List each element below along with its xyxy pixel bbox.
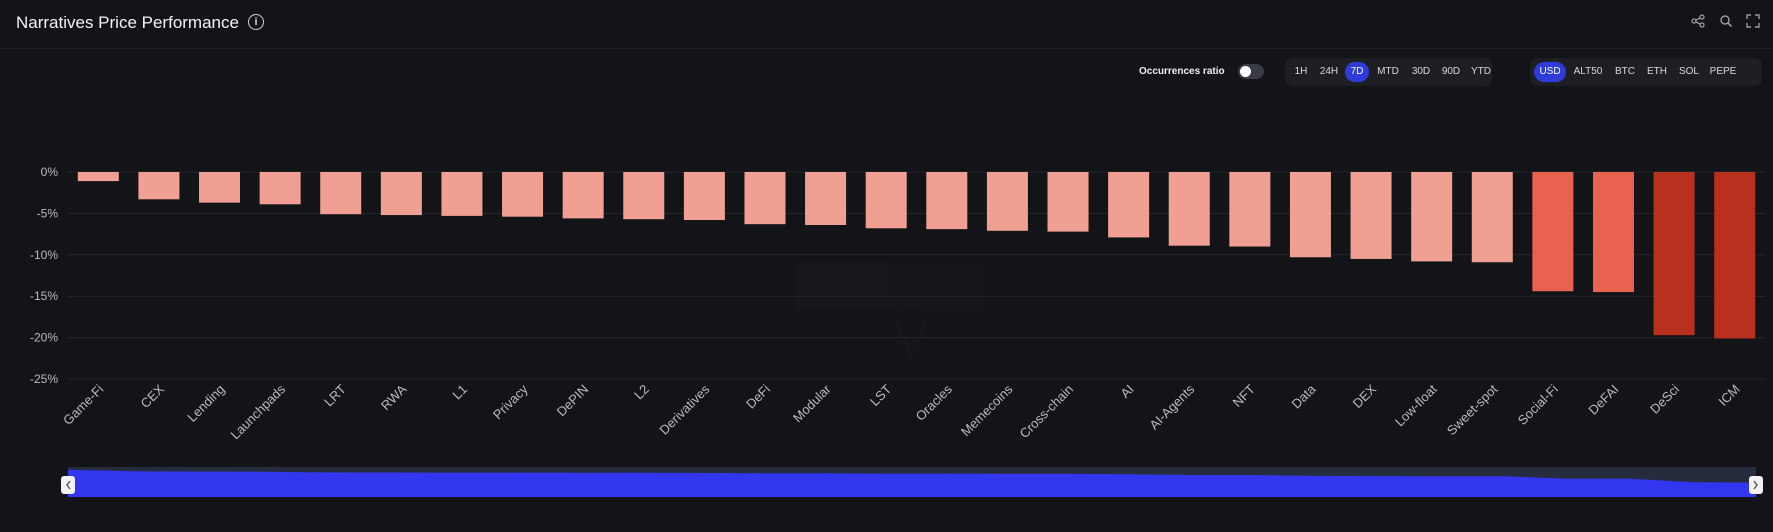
bar-rwa[interactable] bbox=[380, 172, 422, 216]
currency-button-eth[interactable]: ETH bbox=[1647, 66, 1667, 77]
bar-data[interactable] bbox=[1289, 172, 1331, 258]
timeframe-button-24h[interactable]: 24H bbox=[1319, 66, 1339, 77]
y-tick-label: 0% bbox=[41, 165, 59, 179]
currency-button-btc[interactable]: BTC bbox=[1615, 66, 1635, 77]
bar-low-float[interactable] bbox=[1411, 172, 1453, 262]
y-labels-layer: 0% -5% -10% -15% -20% -25% bbox=[30, 165, 58, 386]
x-tick-label: Lending bbox=[184, 382, 227, 425]
timeframe-selector bbox=[1285, 58, 1492, 86]
x-tick-label: DeSci bbox=[1647, 381, 1682, 416]
x-tick-label: LRT bbox=[321, 381, 349, 409]
timeframe-button-30d[interactable]: 30D bbox=[1411, 66, 1431, 77]
x-tick-label: Derivatives bbox=[656, 381, 712, 437]
bar-game-fi[interactable] bbox=[77, 172, 119, 182]
x-labels-layer: Game-Fi CEX Lending Launchpads LRT RWA L1 Priva… bbox=[60, 381, 1743, 442]
y-tick-label: -25% bbox=[30, 372, 58, 386]
bar-dex[interactable] bbox=[1350, 172, 1392, 259]
bar-lst[interactable] bbox=[865, 172, 907, 229]
navigator-handle-left[interactable] bbox=[61, 476, 75, 494]
timeframe-button-1h[interactable]: 1H bbox=[1294, 66, 1308, 77]
x-tick-label: L2 bbox=[631, 382, 652, 403]
occurrences-ratio-label: Occurrences ratio bbox=[1139, 66, 1225, 77]
timeframe-button-7d[interactable]: 7D bbox=[1345, 62, 1369, 82]
y-tick-label: -20% bbox=[30, 331, 58, 345]
info-icon[interactable]: i bbox=[248, 14, 264, 30]
x-tick-label: Cross-chain bbox=[1016, 382, 1076, 442]
range-navigator bbox=[61, 467, 1763, 497]
x-tick-label: Game-Fi bbox=[60, 381, 106, 427]
bar-defi[interactable] bbox=[744, 172, 786, 225]
navigator-area bbox=[68, 469, 1756, 497]
y-tick-label: -15% bbox=[30, 289, 58, 303]
bar-cex[interactable] bbox=[138, 172, 180, 200]
currency-button-usd[interactable]: USD bbox=[1534, 62, 1566, 82]
bar-depin[interactable] bbox=[562, 172, 604, 219]
bar-defai[interactable] bbox=[1592, 172, 1634, 293]
bar-ai[interactable] bbox=[1108, 172, 1150, 238]
navigator-handle-right[interactable] bbox=[1749, 476, 1763, 494]
bar-social-fi[interactable] bbox=[1532, 172, 1574, 292]
bar-cross-chain[interactable] bbox=[1047, 172, 1089, 232]
bar-desci[interactable] bbox=[1653, 172, 1695, 336]
bar-privacy[interactable] bbox=[502, 172, 544, 217]
currency-selector bbox=[1530, 58, 1762, 86]
share-icon[interactable] bbox=[1691, 14, 1705, 28]
page-title: Narratives Price Performance bbox=[16, 13, 239, 32]
timeframe-button-ytd[interactable]: YTD bbox=[1471, 66, 1491, 77]
x-tick-label: AI-Agents bbox=[1146, 381, 1197, 432]
bar-sweet-spot[interactable] bbox=[1471, 172, 1513, 263]
watermark-logo bbox=[795, 262, 985, 362]
y-tick-label: -10% bbox=[30, 248, 58, 262]
currency-button-pepe[interactable]: PEPE bbox=[1709, 66, 1737, 77]
bar-launchpads[interactable] bbox=[259, 172, 301, 205]
x-tick-label: Oracles bbox=[913, 381, 956, 424]
x-tick-label: Memecoins bbox=[958, 381, 1016, 439]
bar-l1[interactable] bbox=[441, 172, 483, 216]
x-tick-label: CEX bbox=[138, 381, 168, 411]
x-tick-label: RWA bbox=[378, 381, 410, 413]
x-tick-label: DeFAI bbox=[1585, 382, 1621, 418]
bar-memecoins[interactable] bbox=[986, 172, 1028, 231]
x-tick-label: AI bbox=[1117, 382, 1136, 401]
x-tick-label: Modular bbox=[790, 381, 834, 425]
currency-button-sol[interactable]: SOL bbox=[1678, 66, 1699, 77]
x-tick-label: DEX bbox=[1350, 381, 1380, 411]
x-tick-label: DePIN bbox=[554, 382, 592, 420]
occurrences-ratio-toggle[interactable] bbox=[1238, 64, 1264, 79]
currency-button-alt50[interactable]: ALT50 bbox=[1573, 66, 1603, 77]
bar-lending[interactable] bbox=[199, 172, 241, 203]
x-tick-label: LST bbox=[867, 381, 895, 409]
bar-l2[interactable] bbox=[623, 172, 665, 220]
panel-header: Narratives Price Performance i bbox=[0, 0, 1773, 49]
bar-icm[interactable] bbox=[1714, 172, 1756, 339]
bar-derivatives[interactable] bbox=[683, 172, 725, 221]
x-tick-label: Data bbox=[1289, 381, 1320, 412]
x-tick-label: Privacy bbox=[490, 381, 531, 422]
x-tick-label: DeFi bbox=[743, 381, 773, 411]
x-tick-label: Low-float bbox=[1392, 381, 1440, 429]
bars-layer bbox=[77, 172, 1756, 339]
x-tick-label: ICM bbox=[1715, 382, 1742, 409]
timeframe-button-90d[interactable]: 90D bbox=[1441, 66, 1461, 77]
bar-oracles[interactable] bbox=[926, 172, 968, 230]
x-tick-label: Launchpads bbox=[228, 381, 289, 442]
timeframe-button-mtd[interactable]: MTD bbox=[1377, 66, 1399, 77]
toggle-knob bbox=[1240, 66, 1251, 77]
x-tick-label: L1 bbox=[449, 382, 470, 403]
fullscreen-icon[interactable] bbox=[1746, 14, 1760, 28]
x-tick-label: Social-Fi bbox=[1515, 381, 1561, 427]
bar-modular[interactable] bbox=[805, 172, 847, 225]
bar-lrt[interactable] bbox=[320, 172, 362, 215]
bar-nft[interactable] bbox=[1229, 172, 1271, 247]
search-icon[interactable] bbox=[1719, 14, 1733, 28]
y-tick-label: -5% bbox=[37, 206, 59, 220]
bar-ai-agents[interactable] bbox=[1168, 172, 1210, 246]
x-tick-label: Sweet-spot bbox=[1444, 381, 1501, 438]
x-tick-label: NFT bbox=[1229, 381, 1258, 410]
